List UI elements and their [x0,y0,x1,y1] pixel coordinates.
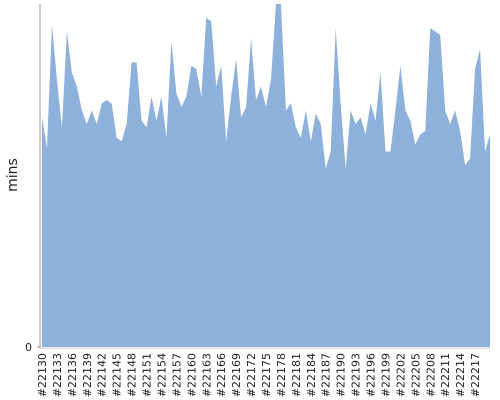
x-tick-label: #22145 [111,353,124,397]
x-tick-label: #22154 [155,353,168,397]
x-tick-label: #22214 [454,353,467,397]
x-tick-label: #22157 [170,353,183,397]
x-tick-label: #22148 [126,353,139,397]
x-tick-label: #22193 [350,353,363,397]
x-tick-label: #22130 [36,353,49,397]
x-tick-label: #22172 [245,353,258,397]
x-tick-label: #22199 [379,353,392,397]
x-tick-label: #22139 [81,353,94,397]
x-tick-label: #22178 [275,353,288,397]
x-tick-label: #22181 [290,353,303,397]
x-tick-label: #22211 [439,353,452,397]
x-tick-label: #22196 [365,353,378,397]
x-tick-label: #22202 [394,353,407,397]
x-tick-label: #22190 [335,353,348,397]
x-tick-label: #22205 [409,353,422,397]
x-tick-label: #22166 [215,353,228,397]
x-tick-label: #22142 [96,353,109,397]
x-tick-label: #22169 [230,353,243,397]
x-tick-label: #22133 [51,353,64,397]
x-tick-label: #22175 [260,353,273,397]
y-axis-label: mins [5,158,21,192]
x-tick-label: #22163 [200,353,213,397]
x-tick-label: #22217 [469,353,482,397]
x-tick-label: #22160 [185,353,198,397]
y-tick-label: 0 [25,341,32,354]
area [42,4,490,347]
x-tick-label: #22151 [141,353,154,397]
x-tick-label: #22208 [424,353,437,397]
x-tick-label: #22136 [66,353,79,397]
x-tick-label: #22187 [320,353,333,397]
x-tick-label: #22184 [305,353,318,397]
